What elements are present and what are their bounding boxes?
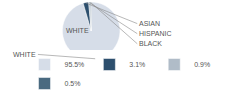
svg-text:95.5%: 95.5% [65,61,85,68]
svg-text:3.1%: 3.1% [129,61,145,68]
svg-text:BLACK: BLACK [139,40,162,47]
svg-text:WHITE: WHITE [13,51,36,58]
svg-text:HISPANIC: HISPANIC [139,30,172,37]
svg-text:0.5%: 0.5% [65,80,81,87]
svg-text:WHITE: WHITE [66,27,89,34]
svg-text:0.9%: 0.9% [194,61,210,68]
svg-text:ASIAN: ASIAN [139,20,160,27]
